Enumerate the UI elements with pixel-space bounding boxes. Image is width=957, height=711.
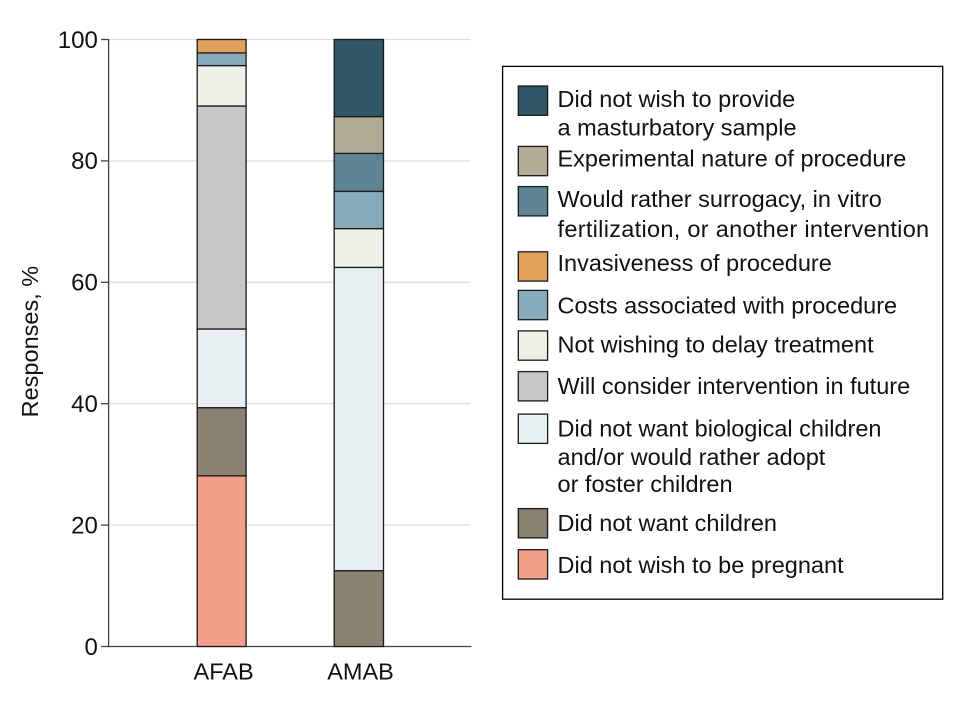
svg-text:0: 0 (84, 634, 97, 661)
svg-text:Did not wish to be pregnant: Did not wish to be pregnant (558, 552, 845, 578)
svg-text:Costs associated with procedur: Costs associated with procedure (558, 293, 898, 319)
svg-text:60: 60 (71, 270, 98, 297)
svg-text:80: 80 (71, 148, 98, 175)
svg-text:a masturbatory sample: a masturbatory sample (558, 114, 797, 140)
svg-text:or foster children: or foster children (558, 471, 733, 497)
svg-text:Did not wish to provide: Did not wish to provide (558, 86, 796, 112)
svg-text:and/or would rather adopt: and/or would rather adopt (558, 444, 826, 470)
svg-text:Did not want biological childr: Did not want biological children (558, 416, 882, 442)
svg-text:Responses, %: Responses, % (17, 266, 43, 418)
svg-text:AFAB: AFAB (194, 659, 254, 685)
svg-text:40: 40 (71, 391, 98, 418)
svg-text:Invasiveness of procedure: Invasiveness of procedure (558, 250, 832, 276)
svg-text:AMAB: AMAB (327, 659, 394, 685)
svg-text:Not wishing to delay treatment: Not wishing to delay treatment (558, 332, 875, 358)
svg-text:Experimental nature of procedu: Experimental nature of procedure (558, 146, 907, 172)
svg-text:Will consider intervention in: Will consider intervention in future (558, 373, 911, 399)
svg-text:100: 100 (58, 27, 98, 54)
svg-text:Would rather surrogacy, in vit: Would rather surrogacy, in vitro (558, 186, 882, 212)
svg-text:20: 20 (71, 512, 98, 539)
svg-text:fertilization, or another inte: fertilization, or another intervention (558, 216, 930, 242)
svg-text:Did not want children: Did not want children (558, 510, 777, 536)
